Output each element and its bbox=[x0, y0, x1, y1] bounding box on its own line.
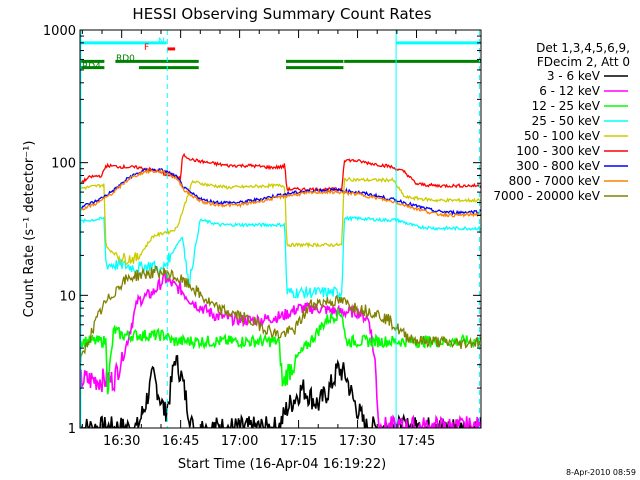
legend: Det 1,3,4,5,6,9,FDecim 2, Att 03 - 6 keV… bbox=[493, 41, 630, 203]
x-tick-label: 16:45 bbox=[162, 434, 199, 449]
y-axis: 1 10 100 1000 bbox=[43, 24, 481, 437]
series-line-2 bbox=[80, 271, 481, 428]
legend-entry-label: 3 - 6 keV bbox=[547, 69, 601, 83]
y-axis-label: Count Rate (s⁻¹ detector⁻¹) bbox=[22, 141, 37, 318]
series-line-1 bbox=[80, 354, 481, 428]
legend-header-line: Det 1,3,4,5,6,9, bbox=[536, 41, 630, 55]
series-line-8 bbox=[80, 167, 481, 218]
x-tick-label: 17:15 bbox=[280, 434, 317, 449]
legend-entry-label: 50 - 100 keV bbox=[524, 129, 601, 143]
legend-entry-label: 6 - 12 keV bbox=[539, 84, 601, 98]
legend-entry-label: 300 - 800 keV bbox=[516, 159, 600, 173]
legend-entry-label: 100 - 300 keV bbox=[516, 144, 600, 158]
flag-label-rd4: RD4 bbox=[82, 62, 101, 72]
y-tick-label: 1000 bbox=[43, 24, 76, 39]
series-line-7 bbox=[80, 167, 481, 216]
x-tick-label: 17:00 bbox=[221, 434, 258, 449]
series-line-4 bbox=[80, 215, 481, 300]
x-axis-label: Start Time (16-Apr-04 16:19:22) bbox=[178, 457, 386, 472]
legend-entry-label: 12 - 25 keV bbox=[532, 99, 601, 113]
series-line-5 bbox=[80, 176, 481, 266]
legend-header-line: FDecim 2, Att 0 bbox=[537, 55, 630, 69]
chart-title: HESSI Observing Summary Count Rates bbox=[132, 5, 431, 23]
legend-entry-label: 800 - 7000 keV bbox=[509, 174, 601, 188]
x-axis: 16:30 16:45 17:00 17:15 17:30 17:45 bbox=[81, 30, 457, 449]
x-tick-label: 17:45 bbox=[398, 434, 435, 449]
legend-entry-label: 25 - 50 keV bbox=[532, 114, 601, 128]
series-layer bbox=[80, 152, 481, 428]
cyan-vertical-lines bbox=[80, 30, 480, 428]
footer-timestamp: 8-Apr-2010 08:59 bbox=[566, 468, 636, 477]
flag-label-f: F bbox=[144, 43, 149, 53]
y-tick-label: 1 bbox=[68, 422, 76, 437]
x-tick-label: 16:30 bbox=[103, 434, 140, 449]
flag-bars bbox=[80, 41, 481, 70]
series-line-3 bbox=[80, 308, 481, 395]
flag-labels: NF RD0 RD4 bbox=[82, 37, 165, 72]
flag-label-rd0: RD0 bbox=[116, 54, 135, 64]
series-line-9 bbox=[80, 265, 481, 372]
x-tick-label: 17:30 bbox=[339, 434, 376, 449]
plot-frame bbox=[79, 29, 482, 429]
flag-label-n: N bbox=[158, 37, 165, 47]
legend-entry-label: 7000 - 20000 keV bbox=[493, 189, 600, 203]
y-tick-label: 100 bbox=[51, 157, 76, 172]
y-tick-label: 10 bbox=[59, 289, 76, 304]
